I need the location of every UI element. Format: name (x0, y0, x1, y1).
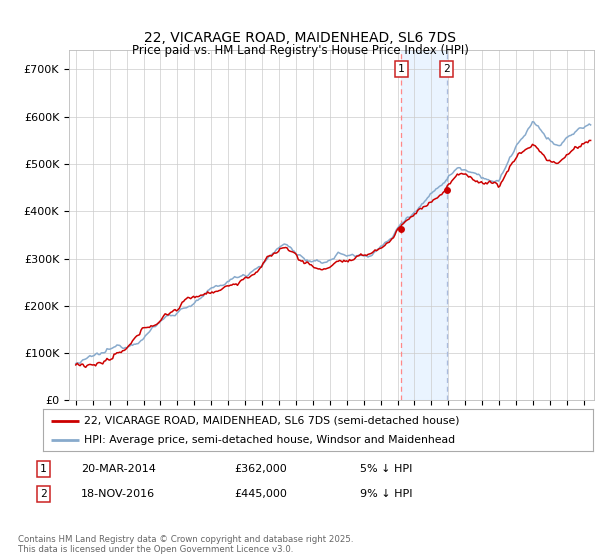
Text: 5% ↓ HPI: 5% ↓ HPI (360, 464, 412, 474)
Text: 20-MAR-2014: 20-MAR-2014 (81, 464, 156, 474)
Text: 2: 2 (443, 64, 450, 74)
Text: 9% ↓ HPI: 9% ↓ HPI (360, 489, 413, 499)
Text: £445,000: £445,000 (234, 489, 287, 499)
Text: 1: 1 (40, 464, 47, 474)
Bar (401, 50, 446, 400)
Text: Price paid vs. HM Land Registry's House Price Index (HPI): Price paid vs. HM Land Registry's House … (131, 44, 469, 57)
Text: 18-NOV-2016: 18-NOV-2016 (81, 489, 155, 499)
Text: Contains HM Land Registry data © Crown copyright and database right 2025.
This d: Contains HM Land Registry data © Crown c… (18, 535, 353, 554)
Text: £362,000: £362,000 (234, 464, 287, 474)
Text: 2: 2 (40, 489, 47, 499)
Text: HPI: Average price, semi-detached house, Windsor and Maidenhead: HPI: Average price, semi-detached house,… (85, 435, 455, 445)
Text: 22, VICARAGE ROAD, MAIDENHEAD, SL6 7DS (semi-detached house): 22, VICARAGE ROAD, MAIDENHEAD, SL6 7DS (… (85, 416, 460, 426)
Text: 22, VICARAGE ROAD, MAIDENHEAD, SL6 7DS: 22, VICARAGE ROAD, MAIDENHEAD, SL6 7DS (144, 31, 456, 45)
Text: 1: 1 (398, 64, 404, 74)
